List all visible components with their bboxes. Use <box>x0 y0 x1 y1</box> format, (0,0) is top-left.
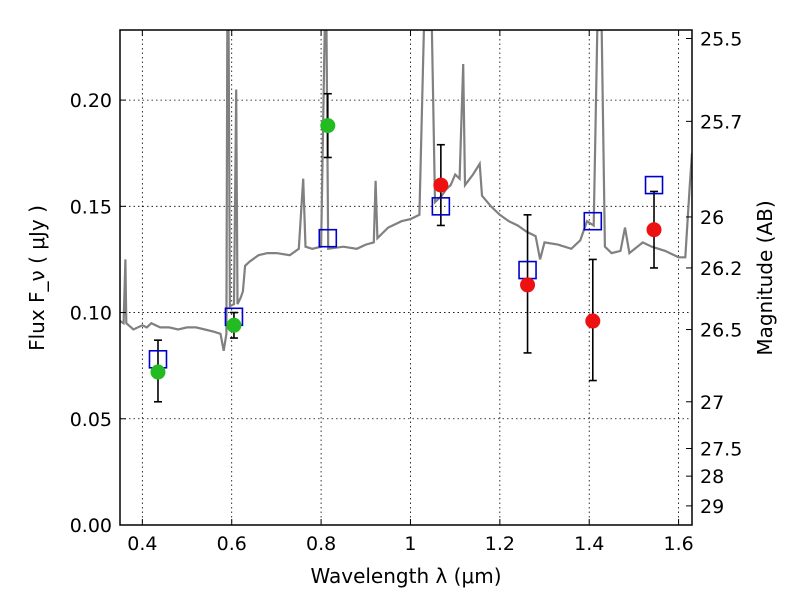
model-square-marker <box>431 197 451 216</box>
x-tick-label: 1.6 <box>663 533 693 555</box>
x-axis-label: Wavelength λ (μm) <box>310 564 501 588</box>
x-tick-label: 0.6 <box>217 533 247 555</box>
y-tick-label: 0.05 <box>70 409 112 431</box>
plot-frame <box>119 29 693 526</box>
sed-curve <box>120 30 692 352</box>
red-data-point <box>433 177 449 193</box>
right-tick-label: 28 <box>700 466 724 488</box>
y-tick-label: 0.10 <box>70 303 112 325</box>
y-tick-label: 0.15 <box>70 196 112 218</box>
x-tick-label: 1.2 <box>485 533 515 555</box>
right-tick-label: 26.2 <box>700 258 742 280</box>
right-tick-label: 27 <box>700 392 724 414</box>
red-data-point <box>520 277 536 293</box>
right-tick-label: 25.5 <box>700 28 742 50</box>
axis-ticks <box>120 30 692 526</box>
model-square-marker <box>318 228 338 248</box>
model-square-marker <box>583 211 603 231</box>
tick-labels: 0.4 0.6 0.8 1 1.2 1.4 1.6 0.00 0.05 0.10 0.15 0.20 2… <box>70 28 743 555</box>
green-data-point <box>150 364 166 380</box>
x-tick-label: 1.4 <box>574 533 604 555</box>
y-tick-label: 0.00 <box>70 515 112 537</box>
green-data-point <box>226 317 242 333</box>
red-data-point <box>646 222 662 238</box>
y-tick-label: 0.20 <box>70 90 112 112</box>
right-tick-label: 29 <box>700 496 724 518</box>
right-tick-label: 25.7 <box>700 111 742 133</box>
x-tick-label: 1 <box>404 533 416 555</box>
right-tick-label: 26.5 <box>700 320 742 342</box>
y-axis-label: Flux F_ν ( μJy ) <box>25 205 49 351</box>
right-tick-label: 27.5 <box>700 439 742 461</box>
red-data-point <box>585 313 601 329</box>
green-data-point <box>320 118 336 134</box>
x-tick-label: 0.8 <box>306 533 336 555</box>
data-markers <box>148 118 664 380</box>
right-axis-label: Magnitude (AB) <box>753 200 777 355</box>
model-square-marker <box>644 175 664 195</box>
grid-lines <box>120 30 692 526</box>
x-tick-label: 0.4 <box>127 533 157 555</box>
right-tick-label: 26 <box>700 207 724 229</box>
sed-line <box>120 30 692 352</box>
